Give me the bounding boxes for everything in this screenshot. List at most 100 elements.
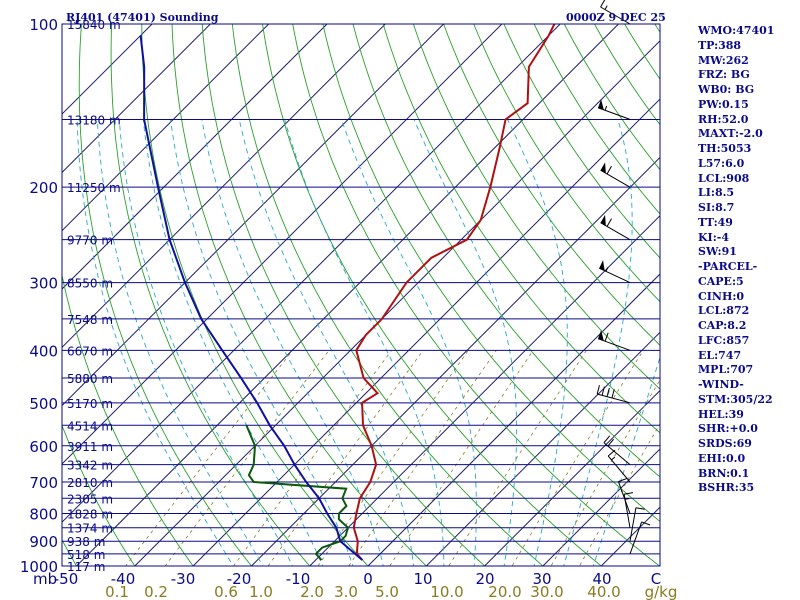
isotherm-line bbox=[483, 389, 660, 566]
dry-adiabat-line bbox=[262, 24, 602, 566]
pressure-tick-label: 800 bbox=[29, 505, 58, 523]
wind-barb-half-feather bbox=[604, 105, 608, 111]
isotherm-line bbox=[62, 24, 153, 115]
wind-barb-staff bbox=[598, 267, 631, 284]
stat-item: BSHR:35 bbox=[698, 481, 755, 495]
isotherm-line bbox=[192, 98, 660, 566]
stat-item: FRZ: BG bbox=[698, 68, 750, 82]
stat-item: PW:0.15 bbox=[698, 97, 749, 111]
mixing-ratio-line bbox=[317, 350, 469, 566]
wind-barb-feather bbox=[606, 218, 612, 227]
wind-barb bbox=[597, 99, 631, 120]
wind-barb-feather bbox=[635, 507, 645, 510]
stat-item: -PARCEL- bbox=[698, 260, 758, 273]
wind-barb-half-feather bbox=[624, 497, 630, 500]
wind-barb-feather bbox=[600, 0, 606, 8]
dry-adiabat-line bbox=[171, 24, 427, 566]
stat-item: SW:91 bbox=[698, 245, 737, 259]
mixing-ratio-line bbox=[125, 350, 294, 566]
dry-adiabat-line bbox=[503, 24, 660, 259]
dry-adiabat-line bbox=[292, 24, 660, 566]
wind-barb-layer bbox=[596, 0, 651, 555]
wind-barb-feather bbox=[607, 449, 616, 457]
wind-barb-pennant bbox=[598, 99, 604, 110]
temperature-tick-label: C bbox=[651, 570, 661, 588]
pressure-tick-label: 600 bbox=[29, 438, 58, 456]
mixing-ratio-line bbox=[448, 350, 587, 566]
stats-panel: WMO:47401 TP:388 MW:262 FRZ: BG WB0: BG PW:0.… bbox=[698, 24, 774, 496]
mixing-ratio-label: 20.0 bbox=[488, 583, 521, 600]
mixing-ratio-label: 0.1 bbox=[105, 583, 129, 600]
height-label: 5880 m bbox=[67, 372, 113, 386]
dry-adiabat-line bbox=[352, 24, 660, 478]
isotherm-line bbox=[367, 273, 660, 566]
wind-barb bbox=[623, 492, 634, 528]
stat-item: SI:8.7 bbox=[698, 201, 735, 214]
dry-adiabat-line bbox=[382, 24, 660, 434]
wind-barb-feather bbox=[603, 435, 611, 444]
stat-item: LI:8.5 bbox=[698, 186, 735, 200]
temperature-tick-label: -20 bbox=[227, 570, 252, 588]
wind-barb-staff bbox=[597, 107, 631, 120]
stat-item: SHR:+0.0 bbox=[698, 422, 758, 436]
wind-barb bbox=[607, 449, 631, 483]
wind-barb-feather bbox=[601, 386, 605, 396]
pressure-tick-label: 1000 bbox=[20, 558, 58, 576]
height-label: 9770 m bbox=[67, 234, 113, 248]
dry-adiabat-line bbox=[78, 24, 252, 566]
height-label: 938 m bbox=[67, 535, 105, 549]
pressure-unit-label: mb bbox=[33, 570, 57, 588]
stat-item: MPL:707 bbox=[698, 363, 754, 377]
wind-barb-feather bbox=[606, 165, 612, 175]
height-label: 3911 m bbox=[67, 440, 113, 454]
isotherm-line bbox=[75, 24, 620, 566]
stat-item: EHI:0.0 bbox=[698, 451, 746, 465]
wind-barb-staff bbox=[600, 222, 631, 241]
height-label: 2810 m bbox=[67, 476, 113, 490]
temperature-tick-label: -30 bbox=[171, 570, 196, 588]
wind-barb bbox=[629, 521, 651, 555]
wind-barb-staff bbox=[597, 338, 631, 351]
pressure-tick-label: 300 bbox=[29, 275, 58, 293]
dry-adiabat-line bbox=[796, 12, 800, 578]
mixing-ratio-line bbox=[348, 350, 497, 566]
stat-item: SRDS:69 bbox=[698, 437, 752, 450]
height-label: 2305 m bbox=[67, 492, 113, 506]
wind-barb-pennant bbox=[599, 260, 605, 271]
temperature-tick-label: 40 bbox=[592, 570, 611, 588]
trace-layer bbox=[139, 23, 556, 561]
wind-barb-feather bbox=[641, 521, 651, 526]
station-title: RJ401 (47401) Sounding bbox=[66, 11, 219, 24]
isotherm-line bbox=[62, 24, 328, 290]
wind-barb-staff bbox=[607, 455, 631, 483]
temperature-tick-label: -40 bbox=[111, 570, 136, 588]
moist-adiabat-line bbox=[413, 119, 518, 566]
stat-item: BRN:0.1 bbox=[698, 466, 750, 480]
dewpoint-trace bbox=[245, 424, 350, 561]
isotherm-line bbox=[62, 24, 561, 523]
pressure-tick-label: 200 bbox=[29, 179, 58, 197]
temperature-tick-label: 10 bbox=[413, 570, 432, 588]
wind-barb-staff bbox=[600, 169, 631, 188]
stat-item: EL:747 bbox=[698, 348, 742, 362]
pressure-tick-label: 700 bbox=[29, 474, 58, 492]
stat-item: RH:52.0 bbox=[698, 112, 749, 126]
wind-barb-pennant bbox=[600, 162, 606, 174]
wind-barb bbox=[603, 435, 631, 465]
mixing-ratio-label: 0.2 bbox=[144, 583, 168, 600]
height-label: 8550 m bbox=[67, 277, 113, 291]
temperature-tick-label: 30 bbox=[532, 570, 551, 588]
mixing-ratio-label: 10.0 bbox=[430, 583, 463, 600]
wind-barb-feather bbox=[607, 438, 615, 447]
parcel-trace bbox=[139, 35, 363, 561]
height-label: 117 m bbox=[67, 560, 105, 574]
mixing-ratio-label: 1.0 bbox=[249, 583, 273, 600]
wind-barb bbox=[598, 260, 631, 284]
wind-barb bbox=[596, 385, 631, 404]
pressure-tick-label: 100 bbox=[29, 16, 58, 34]
stat-item: MW:262 bbox=[698, 53, 749, 67]
wind-barb-feather bbox=[606, 387, 610, 397]
stat-item: MAXT:-2.0 bbox=[698, 127, 763, 141]
